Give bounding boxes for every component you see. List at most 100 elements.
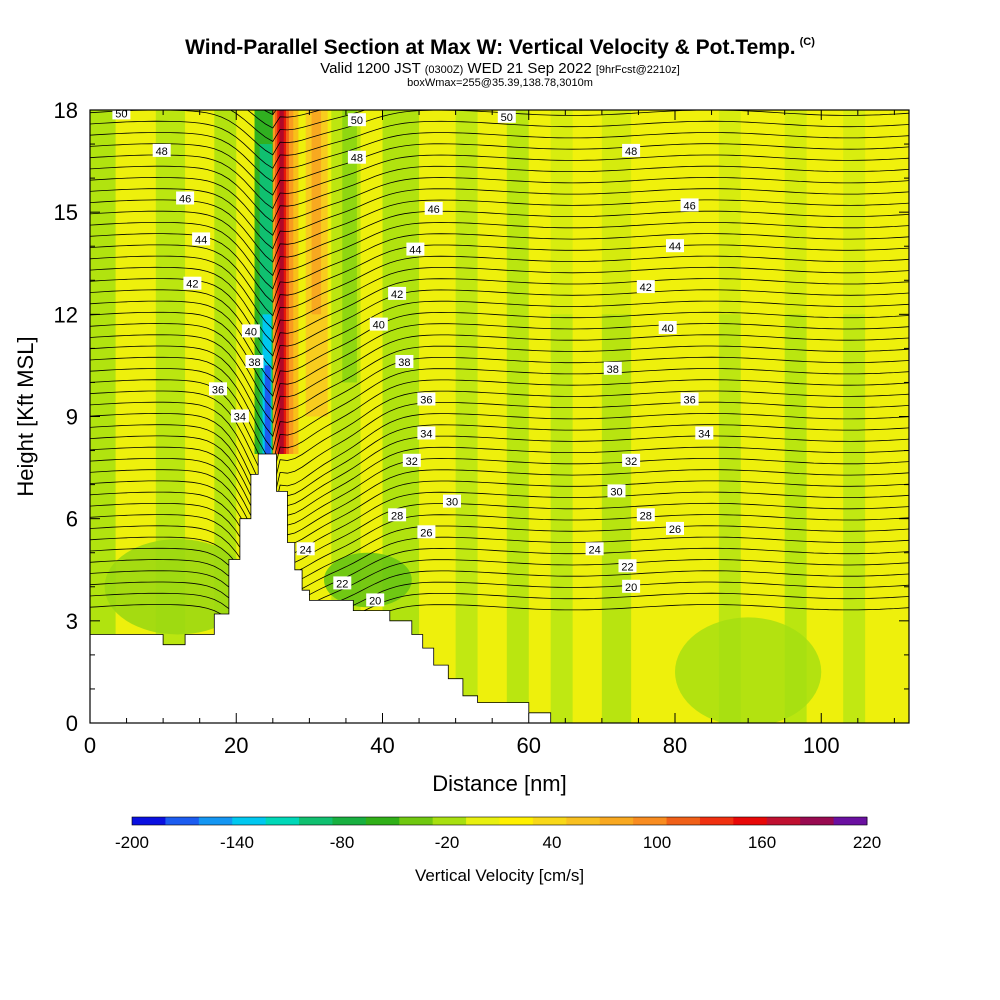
contour-label-bg <box>618 559 637 573</box>
isentrope-line <box>90 165 909 223</box>
contour-label-bg <box>192 232 211 246</box>
isentrope-line <box>90 289 909 370</box>
colorbar: -200 -140 -80 -20 40 100 160 220 Vertical Veloci… <box>115 816 881 885</box>
contour-label: 42 <box>640 282 652 294</box>
x-tick-label: 60 <box>517 733 541 758</box>
y-tick-label: 12 <box>54 302 78 327</box>
contour-label-bg <box>607 484 626 498</box>
colorbar-swatch <box>566 817 601 825</box>
contour-label: 44 <box>195 234 207 246</box>
contour-label: 46 <box>428 204 440 216</box>
colorbar-swatch <box>766 817 801 825</box>
contour-label: 28 <box>640 510 652 522</box>
contour-label: 50 <box>501 112 513 124</box>
contour-label: 48 <box>351 153 363 165</box>
copyright-mark: (C) <box>799 36 815 48</box>
isentrope-line <box>90 536 909 618</box>
colorbar-swatch <box>833 817 868 825</box>
contour-label: 44 <box>409 245 421 257</box>
terrain-mask <box>89 453 909 724</box>
colorbar-swatch <box>599 817 634 825</box>
contour-label: 34 <box>234 412 246 424</box>
contour-label: 38 <box>607 364 619 376</box>
isentrope-line <box>90 176 909 236</box>
contour-label-bg <box>402 453 421 467</box>
colorbar-swatch <box>466 817 500 825</box>
contour-label: 34 <box>698 429 710 441</box>
contour-label: 46 <box>179 194 191 206</box>
contour-label-bg <box>395 355 414 368</box>
colorbar-tick-label: 100 <box>643 833 671 852</box>
contour-label-bg <box>666 239 684 253</box>
colorbar-swatch <box>332 817 367 825</box>
contour-label: 30 <box>446 497 458 509</box>
isentrope-line <box>90 435 909 536</box>
colorbar-tick-label: -200 <box>115 833 149 852</box>
contour-label-bg <box>443 494 461 508</box>
field-patch <box>675 617 822 723</box>
contour-label: 38 <box>398 357 410 369</box>
colorbar-swatch <box>499 817 534 825</box>
isentrope-line <box>90 559 909 636</box>
isentrope-line <box>90 233 909 303</box>
contour-label-bg <box>417 525 436 539</box>
field-band <box>455 110 478 723</box>
colorbar-tick-label: -80 <box>330 833 355 852</box>
contour-label-bg <box>241 324 260 338</box>
chart-title: Wind-Parallel Section at Max W: Vertical… <box>185 36 815 59</box>
y-tick-label: 6 <box>66 507 78 532</box>
y-tick-label: 18 <box>54 98 78 123</box>
isentrope-line <box>90 311 909 397</box>
colorbar-swatch <box>432 817 467 825</box>
contour-label: 30 <box>610 486 622 498</box>
colorbar-swatch <box>265 817 300 825</box>
y-tick-label: 15 <box>54 200 78 225</box>
contour-label: 42 <box>391 289 403 301</box>
updraft-column <box>311 110 322 315</box>
contour-label: 32 <box>406 456 418 468</box>
contour-label: 44 <box>669 241 681 253</box>
colorbar-swatch <box>132 817 166 825</box>
potential-temperature-contours <box>90 110 909 672</box>
downdraft-column <box>264 365 271 454</box>
contour-label: 36 <box>212 384 224 396</box>
isentrope-line <box>90 278 909 357</box>
contour-label-bg <box>417 392 436 406</box>
terrain <box>89 453 909 724</box>
isentrope-line <box>90 266 909 344</box>
colorbar-tick-label: 220 <box>853 833 881 852</box>
colorbar-swatch <box>198 817 233 825</box>
box-info-line: boxWmax=255@35.39,138.78,3010m <box>407 77 593 89</box>
contour-label: 26 <box>420 527 432 539</box>
contour-label: 34 <box>420 429 432 441</box>
isentrope-line <box>90 491 909 582</box>
isentrope-line <box>90 323 909 411</box>
contour-labels: 50 48 46 44 42 40 38 36 34 50 48 46 44 42 40 38 36 34 32 30… <box>112 106 714 607</box>
isentrope-line <box>90 424 909 527</box>
contour-label-bg <box>296 542 315 556</box>
colorbar-tick-label: -140 <box>220 833 254 852</box>
contour-label-bg <box>680 198 699 212</box>
isentrope-line <box>90 199 909 263</box>
colorbar-swatch <box>733 817 768 825</box>
contour-label-bg <box>152 143 171 157</box>
contour-label-bg <box>658 321 677 334</box>
valid-time-line: Valid 1200 JST (0300Z) WED 21 Sep 2022 [… <box>320 60 680 77</box>
contour-label: 46 <box>683 200 695 212</box>
isentrope-line <box>90 222 909 290</box>
x-tick-label: 0 <box>84 733 96 758</box>
contour-label-bg <box>388 508 407 522</box>
isentrope-line <box>90 592 909 663</box>
contour-label: 36 <box>683 395 695 407</box>
isentrope-line <box>90 132 909 183</box>
isentrope-line <box>90 334 909 424</box>
isentrope-line <box>90 120 909 169</box>
isentrope-line <box>90 547 909 627</box>
contour-label-bg <box>406 242 425 256</box>
contour-label-bg <box>245 355 264 368</box>
isentrope-line <box>90 502 909 591</box>
contour-label-bg <box>366 593 385 607</box>
colorbar-swatch <box>399 817 434 825</box>
isentrope-line <box>90 514 909 600</box>
